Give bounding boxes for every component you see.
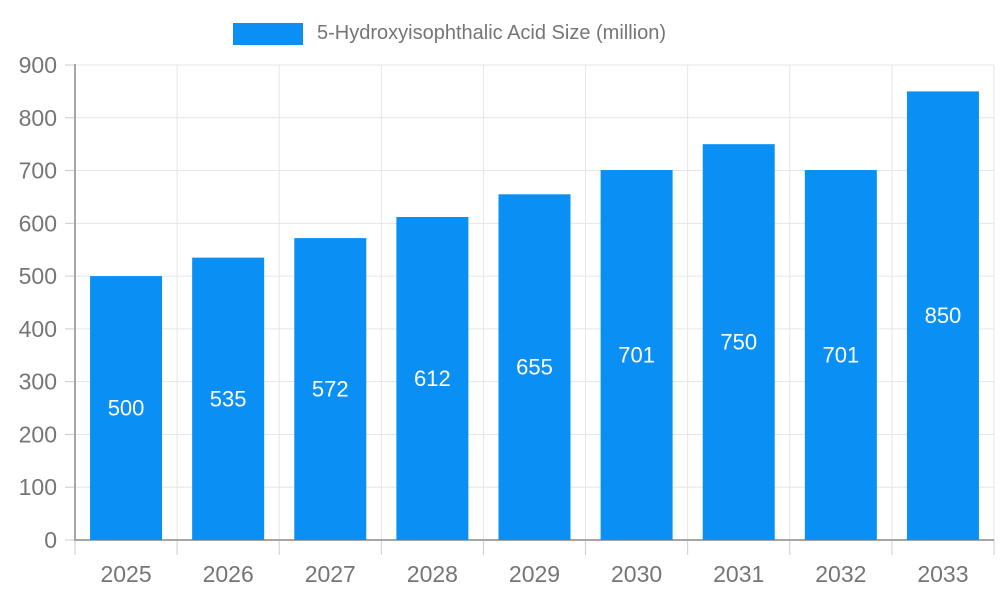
bar-value-label: 750 [720, 330, 757, 355]
y-axis-label: 0 [44, 527, 57, 553]
x-axis-label: 2027 [305, 561, 356, 587]
bar-2032[interactable] [804, 170, 877, 540]
bar-2031[interactable] [702, 144, 775, 540]
bar-2026[interactable] [192, 257, 265, 540]
bar-2025[interactable] [90, 276, 163, 540]
x-axis-label: 2032 [815, 561, 866, 587]
x-axis-label: 2026 [203, 561, 254, 587]
x-axis-label: 2025 [100, 561, 151, 587]
x-axis-label: 2028 [407, 561, 458, 587]
y-axis-label: 200 [19, 421, 57, 447]
y-axis-label: 400 [19, 316, 57, 342]
y-axis-label: 100 [19, 474, 57, 500]
bar-2028[interactable] [396, 217, 469, 540]
x-axis-label: 2033 [917, 561, 968, 587]
bar-value-label: 612 [414, 366, 451, 391]
y-axis-label: 700 [19, 158, 57, 184]
y-axis-label: 600 [19, 210, 57, 236]
bar-value-label: 572 [312, 377, 349, 402]
bar-value-label: 850 [925, 303, 962, 328]
y-axis-label: 900 [19, 52, 57, 78]
y-axis-label: 500 [19, 263, 57, 289]
bar-2029[interactable] [498, 194, 571, 541]
bar-value-label: 500 [108, 396, 145, 421]
legend-item[interactable]: 5-Hydroxyisophthalic Acid Size (million) [233, 22, 666, 45]
bar-value-label: 701 [618, 343, 655, 368]
x-axis-label: 2031 [713, 561, 764, 587]
y-axis-label: 300 [19, 369, 57, 395]
y-axis-label: 800 [19, 105, 57, 131]
legend-swatch [233, 22, 303, 45]
x-axis-label: 2030 [611, 561, 662, 587]
bar-value-label: 701 [822, 343, 859, 368]
bar-2030[interactable] [600, 170, 673, 540]
bar-2027[interactable] [294, 238, 367, 540]
legend-label: 5-Hydroxyisophthalic Acid Size (million) [317, 22, 667, 44]
bar-value-label: 535 [210, 386, 247, 411]
bar-value-label: 655 [516, 355, 553, 380]
x-axis-label: 2029 [509, 561, 560, 587]
bar-2033[interactable] [906, 91, 979, 540]
